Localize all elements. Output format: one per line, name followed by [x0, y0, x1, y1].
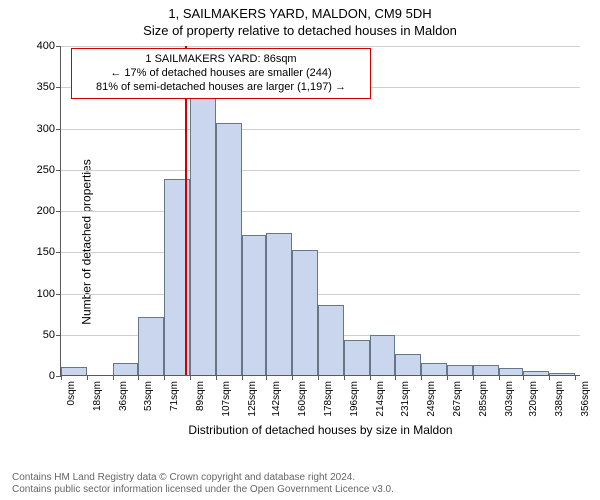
y-tick	[56, 129, 61, 130]
histogram-bar	[318, 305, 344, 375]
histogram-bar	[370, 335, 395, 375]
histogram-bar	[523, 371, 549, 375]
y-tick-label: 100	[37, 288, 55, 300]
x-tick	[421, 375, 422, 380]
histogram-bar	[473, 365, 499, 375]
x-tick-label: 107sqm	[221, 381, 232, 417]
footer-line-2: Contains public sector information licen…	[12, 484, 394, 496]
grid-line	[61, 170, 580, 171]
histogram-bar	[138, 317, 164, 375]
y-tick-label: 50	[43, 329, 55, 341]
histogram-bar	[61, 367, 87, 375]
x-tick-label: 249sqm	[426, 381, 437, 417]
x-tick-label: 178sqm	[323, 381, 334, 417]
grid-line	[61, 129, 580, 130]
x-tick-label: 71sqm	[169, 381, 180, 411]
y-tick-label: 200	[37, 205, 55, 217]
histogram-bar	[344, 340, 370, 375]
histogram-bar	[447, 365, 473, 375]
x-tick-label: 18sqm	[92, 381, 103, 411]
y-tick	[56, 46, 61, 47]
x-tick	[292, 375, 293, 380]
x-tick	[473, 375, 474, 380]
x-tick	[61, 375, 62, 380]
annotation-line: ← 17% of detached houses are smaller (24…	[78, 67, 364, 81]
x-tick	[216, 375, 217, 380]
chart-container: Number of detached properties Distributi…	[0, 42, 600, 442]
histogram-bar	[499, 368, 524, 375]
histogram-bar	[395, 354, 421, 375]
x-tick-label: 267sqm	[452, 381, 463, 417]
title-address: 1, SAILMAKERS YARD, MALDON, CM9 5DH	[0, 0, 600, 21]
histogram-bar	[549, 373, 575, 375]
x-tick-label: 356sqm	[580, 381, 591, 417]
x-tick-label: 303sqm	[504, 381, 515, 417]
x-tick	[344, 375, 345, 380]
x-tick	[523, 375, 524, 380]
histogram-bar	[190, 93, 216, 375]
x-tick	[499, 375, 500, 380]
annotation-line: 81% of semi-detached houses are larger (…	[78, 81, 364, 95]
x-axis-title: Distribution of detached houses by size …	[61, 423, 580, 437]
y-tick	[56, 294, 61, 295]
annotation-box: 1 SAILMAKERS YARD: 86sqm← 17% of detache…	[71, 48, 371, 99]
y-tick	[56, 170, 61, 171]
y-tick-label: 350	[37, 81, 55, 93]
y-tick	[56, 211, 61, 212]
x-tick	[318, 375, 319, 380]
x-tick	[575, 375, 576, 380]
x-tick-label: 214sqm	[375, 381, 386, 417]
x-tick	[395, 375, 396, 380]
x-tick-label: 53sqm	[143, 381, 154, 411]
x-tick	[190, 375, 191, 380]
grid-line	[61, 211, 580, 212]
grid-line	[61, 46, 580, 47]
annotation-line: 1 SAILMAKERS YARD: 86sqm	[78, 53, 364, 67]
x-tick-label: 160sqm	[297, 381, 308, 417]
histogram-bar	[266, 233, 292, 375]
x-tick-label: 36sqm	[118, 381, 129, 411]
y-tick	[56, 335, 61, 336]
x-tick	[87, 375, 88, 380]
x-tick-label: 338sqm	[554, 381, 565, 417]
y-tick-label: 250	[37, 164, 55, 176]
y-tick	[56, 87, 61, 88]
x-tick	[138, 375, 139, 380]
grid-line	[61, 252, 580, 253]
histogram-bar	[242, 235, 267, 375]
y-tick-label: 150	[37, 246, 55, 258]
footer-attribution: Contains HM Land Registry data © Crown c…	[12, 472, 394, 496]
x-tick-label: 125sqm	[247, 381, 258, 417]
y-tick-label: 300	[37, 123, 55, 135]
histogram-bar	[292, 250, 318, 375]
x-tick-label: 320sqm	[528, 381, 539, 417]
x-tick	[164, 375, 165, 380]
histogram-bar	[113, 363, 138, 375]
histogram-bar	[421, 363, 447, 375]
y-tick-label: 0	[49, 370, 55, 382]
x-tick	[266, 375, 267, 380]
x-tick-label: 0sqm	[66, 381, 77, 405]
x-tick	[549, 375, 550, 380]
histogram-bar	[216, 123, 242, 375]
title-subtitle: Size of property relative to detached ho…	[0, 21, 600, 42]
x-tick	[113, 375, 114, 380]
x-tick	[370, 375, 371, 380]
x-tick-label: 285sqm	[478, 381, 489, 417]
footer-line-1: Contains HM Land Registry data © Crown c…	[12, 472, 394, 484]
x-tick	[242, 375, 243, 380]
grid-line	[61, 294, 580, 295]
x-tick-label: 142sqm	[271, 381, 282, 417]
x-tick	[447, 375, 448, 380]
x-tick-label: 196sqm	[349, 381, 360, 417]
plot-area: Distribution of detached houses by size …	[60, 46, 580, 376]
y-tick	[56, 252, 61, 253]
y-tick-label: 400	[37, 40, 55, 52]
x-tick-label: 231sqm	[400, 381, 411, 417]
x-tick-label: 89sqm	[195, 381, 206, 411]
